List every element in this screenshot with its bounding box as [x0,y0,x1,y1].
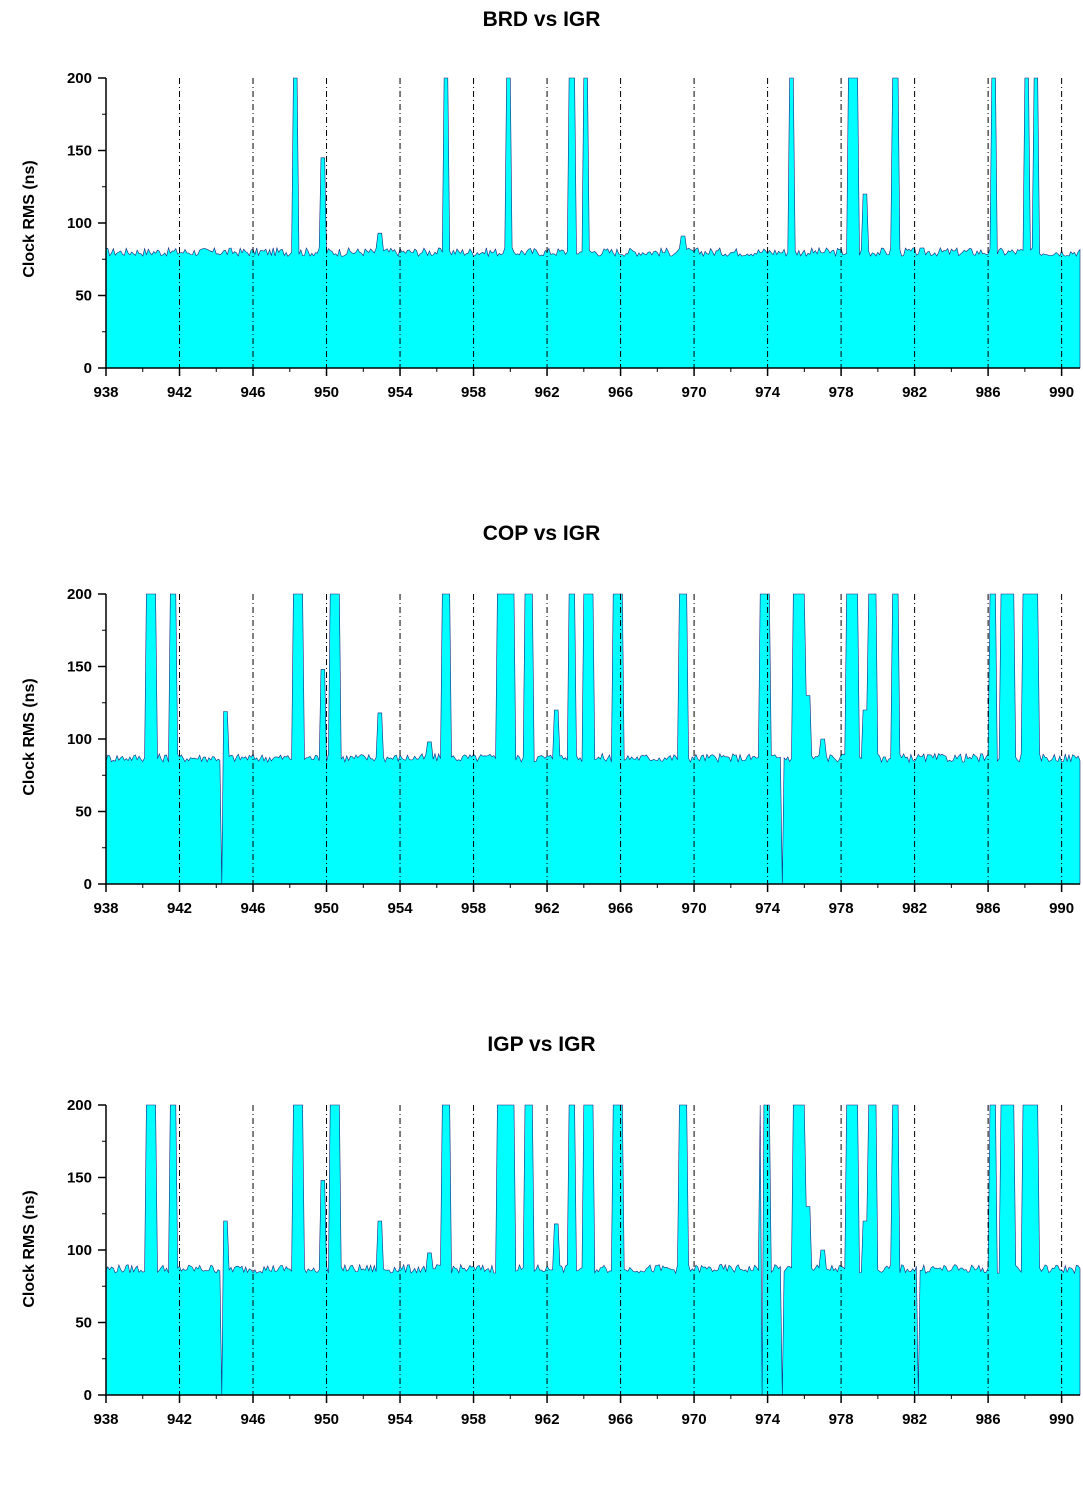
x-tick-label: 966 [608,384,633,401]
chart-panel-3: IGP vs IGR Clock RMS (ns) 0 50 100 150 200 93… [0,0,1083,1428]
y-tick-label: 50 [75,1315,92,1332]
x-tick-label: 990 [1049,384,1074,401]
chart-title: COP vs IGR [482,522,601,545]
y-tick-label: 100 [67,731,92,748]
x-tick-label: 962 [535,1411,560,1428]
x-tick-label: 970 [682,900,707,917]
chart-title: IGP vs IGR [487,1033,596,1056]
x-tick-label: 974 [755,900,781,917]
chart-plot: 0 50 100 150 200 938 942 946 950 954 958 962 966 970 9… [67,1097,1081,1428]
chart-title: BRD vs IGR [482,8,601,31]
x-tick-label: 986 [976,900,1001,917]
x-tick-label: 974 [755,384,781,401]
chart-panel-2: COP vs IGR Clock RMS (ns) 0 50 100 150 200 93… [0,0,1083,917]
y-tick-label: 100 [67,215,92,232]
y-tick-label: 150 [67,1170,92,1187]
x-tick-label: 978 [829,384,854,401]
x-tick-label: 954 [388,384,414,401]
y-tick-label: 200 [67,70,92,87]
x-tick-label: 942 [167,1411,192,1428]
x-tick-label: 986 [976,384,1001,401]
x-tick-label: 970 [682,384,707,401]
x-tick-label: 946 [241,900,266,917]
area-series [105,1104,1081,1396]
x-tick-label: 950 [314,900,339,917]
x-tick-label: 942 [167,900,192,917]
x-tick-label: 946 [241,1411,266,1428]
x-tick-label: 974 [755,1411,781,1428]
x-tick-label: 954 [388,900,414,917]
x-tick-label: 978 [829,1411,854,1428]
x-tick-label: 958 [461,384,486,401]
x-tick-label: 950 [314,384,339,401]
x-tick-label: 962 [535,900,560,917]
x-tick-label: 986 [976,1411,1001,1428]
x-tick-label: 962 [535,384,560,401]
x-tick-label: 970 [682,1411,707,1428]
y-tick-label: 150 [67,659,92,676]
chart-plot: 0 50 100 150 200 938 942 946 950 954 958 962 966 970 9… [67,70,1081,401]
y-tick-label: 150 [67,143,92,160]
x-tick-label: 990 [1049,900,1074,917]
area-series [105,593,1081,885]
y-tick-label: 50 [75,804,92,821]
x-tick-label: 938 [93,1411,118,1428]
y-tick-label: 0 [84,1387,92,1404]
y-tick-label: 100 [67,1242,92,1259]
area-series [105,77,1081,369]
y-tick-label: 200 [67,1097,92,1114]
x-tick-label: 982 [902,384,927,401]
x-tick-label: 978 [829,900,854,917]
y-tick-label: 0 [84,360,92,377]
x-tick-label: 982 [902,900,927,917]
x-tick-label: 950 [314,1411,339,1428]
x-tick-label: 954 [388,1411,414,1428]
x-tick-label: 958 [461,900,486,917]
x-tick-label: 966 [608,900,633,917]
x-tick-label: 958 [461,1411,486,1428]
y-tick-label: 0 [84,876,92,893]
x-tick-label: 966 [608,1411,633,1428]
x-tick-label: 942 [167,384,192,401]
x-tick-label: 946 [241,384,266,401]
y-tick-label: 50 [75,288,92,305]
x-tick-label: 938 [93,900,118,917]
chart-plot: 0 50 100 150 200 938 942 946 950 954 958 962 966 970 9… [67,586,1081,917]
y-tick-label: 200 [67,586,92,603]
x-tick-label: 990 [1049,1411,1074,1428]
x-tick-label: 982 [902,1411,927,1428]
x-tick-label: 938 [93,384,118,401]
chart-panel-1: BRD vs IGR Clock RMS (ns) 0 50 100 150 200 93… [0,0,1083,470]
